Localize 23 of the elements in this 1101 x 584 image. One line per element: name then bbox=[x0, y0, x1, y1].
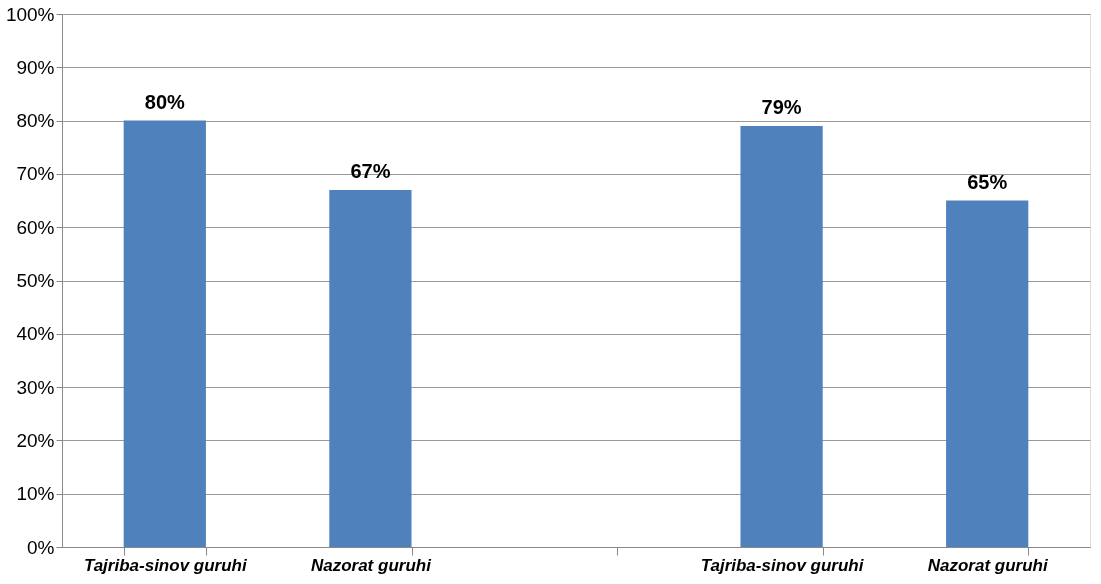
y-tick-label: 40% bbox=[16, 323, 55, 345]
y-tick-label: 70% bbox=[16, 163, 55, 185]
y-tick-label: 80% bbox=[16, 110, 55, 132]
y-tick-label: 100% bbox=[5, 3, 55, 25]
x-tick-label: Tajriba-sinov guruhi bbox=[83, 555, 248, 575]
y-tick-label: 10% bbox=[16, 483, 55, 505]
y-tick-label: 60% bbox=[16, 216, 55, 238]
x-tick-label: Nazorat guruhi bbox=[927, 555, 1049, 575]
y-tick-label: 50% bbox=[16, 270, 55, 291]
data-label: 80% bbox=[144, 90, 186, 113]
y-tick-label: 0% bbox=[27, 536, 55, 558]
y-tick-label: 90% bbox=[16, 56, 55, 78]
bar bbox=[329, 189, 412, 547]
data-label: 65% bbox=[967, 170, 1008, 193]
bar bbox=[740, 125, 823, 547]
bar bbox=[123, 120, 206, 547]
x-tick-label: Nazorat guruhi bbox=[310, 555, 433, 575]
data-label: 79% bbox=[761, 95, 802, 118]
y-tick-label: 20% bbox=[16, 429, 55, 451]
x-tick-label: Tajriba-sinov guruhi bbox=[700, 555, 865, 575]
y-tick-label: 30% bbox=[16, 376, 55, 398]
data-label: 67% bbox=[350, 159, 391, 182]
bar bbox=[946, 200, 1029, 547]
